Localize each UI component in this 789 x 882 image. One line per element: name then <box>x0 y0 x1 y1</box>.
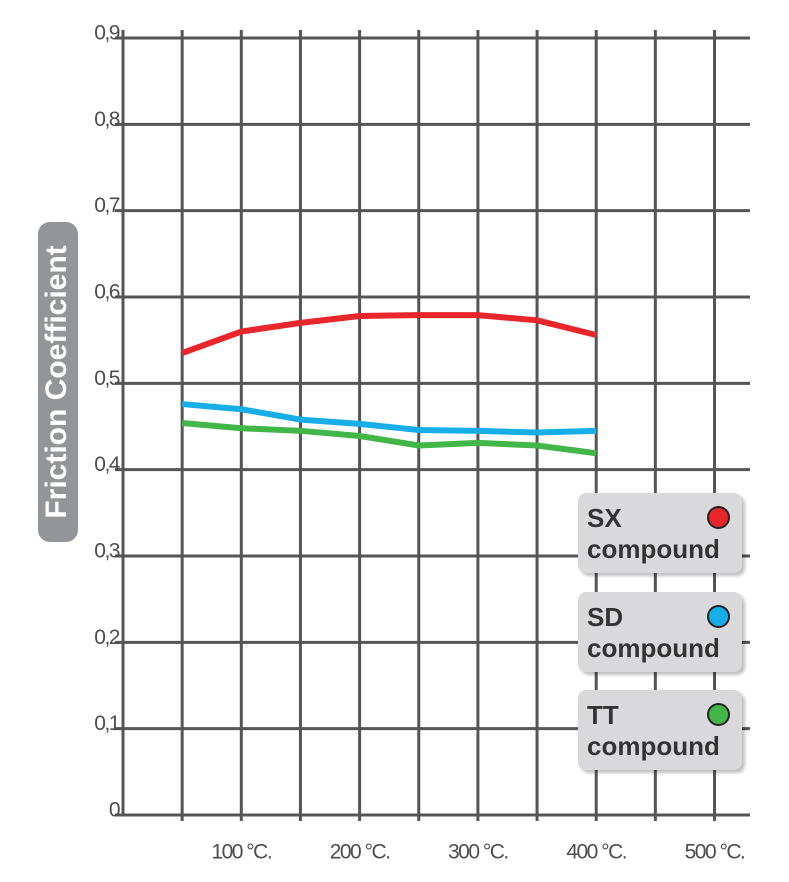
x-tick-label: 500 °C. <box>685 841 745 864</box>
y-tick-label: 0,6 <box>94 281 120 304</box>
x-tick-label: 300 °C. <box>448 841 508 864</box>
legend-label: SX compound <box>587 503 720 564</box>
x-tick-label: 100 °C. <box>211 841 271 864</box>
legend-label: TT compound <box>587 700 720 761</box>
y-tick-label: 0,8 <box>94 108 120 131</box>
y-axis-label: Friction Coefficient <box>40 245 73 518</box>
legend-item: SD compound <box>578 592 742 672</box>
y-tick-label: 0,4 <box>94 453 121 476</box>
x-tick-label: 200 °C. <box>330 841 390 864</box>
y-tick-label: 0,2 <box>94 626 120 649</box>
y-label-box <box>38 222 78 542</box>
y-tick-label: 0 <box>109 799 120 822</box>
series-line <box>181 401 597 436</box>
legend-swatch <box>707 605 730 628</box>
legend-swatch <box>707 703 730 726</box>
legend-swatch <box>707 506 730 529</box>
y-tick-label: 0,5 <box>94 367 120 390</box>
series-line <box>181 420 597 457</box>
y-tick-label: 0,1 <box>94 712 120 735</box>
legend-label: SD compound <box>587 602 720 663</box>
legend-item: SX compound <box>578 493 742 573</box>
y-tick-label: 0,3 <box>94 540 120 563</box>
y-tick-label: 0,9 <box>94 22 120 45</box>
legend-item: TT compound <box>578 690 742 770</box>
series-line <box>181 312 597 356</box>
y-tick-label: 0,7 <box>94 194 120 217</box>
x-tick-label: 400 °C. <box>566 841 626 864</box>
